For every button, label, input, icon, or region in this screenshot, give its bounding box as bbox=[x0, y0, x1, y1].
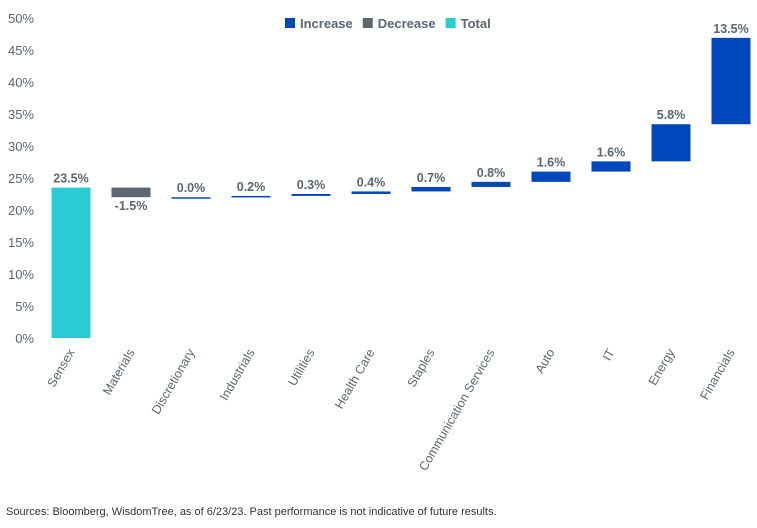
x-tick-label: Industrials bbox=[217, 347, 258, 403]
data-label: 5.8% bbox=[657, 108, 686, 122]
bar-it bbox=[591, 161, 631, 172]
legend-label: Increase bbox=[300, 16, 353, 31]
x-tick-label: IT bbox=[600, 346, 618, 363]
data-label: -1.5% bbox=[115, 199, 148, 213]
x-tick-label: Discretionary bbox=[149, 346, 198, 417]
y-tick-label: 0% bbox=[15, 331, 34, 346]
bar-discretionary bbox=[171, 197, 211, 199]
legend-swatch-total bbox=[445, 18, 456, 28]
data-label: 0.8% bbox=[477, 166, 506, 180]
y-tick-label: 25% bbox=[8, 171, 34, 186]
bar-sensex bbox=[51, 187, 91, 338]
y-tick-label: 5% bbox=[15, 299, 34, 314]
x-tick-label: Health Care bbox=[332, 346, 377, 411]
x-tick-label: Materials bbox=[100, 347, 137, 398]
bar-communication-services bbox=[471, 181, 511, 187]
source-note: Sources: Bloomberg, WisdomTree, as of 6/… bbox=[6, 506, 497, 518]
y-tick-label: 15% bbox=[8, 235, 34, 250]
bar-auto bbox=[531, 171, 571, 182]
bar-materials bbox=[111, 187, 151, 198]
y-tick-label: 50% bbox=[8, 11, 34, 26]
y-tick-label: 40% bbox=[8, 75, 34, 90]
data-label: 0.4% bbox=[357, 175, 386, 189]
bar-industrials bbox=[231, 195, 271, 198]
x-tick-label: Energy bbox=[646, 346, 678, 388]
bar-staples bbox=[411, 186, 451, 192]
y-tick-label: 10% bbox=[8, 267, 34, 282]
data-label: 0.7% bbox=[417, 171, 446, 185]
legend-swatch-decrease bbox=[362, 18, 373, 28]
x-tick-label: Staples bbox=[405, 347, 438, 390]
legend-label: Decrease bbox=[378, 16, 436, 31]
data-label: 1.6% bbox=[537, 156, 566, 170]
bar-utilities bbox=[291, 194, 331, 196]
legend-label: Total bbox=[461, 16, 491, 31]
bar-financials bbox=[711, 37, 751, 125]
data-label: 1.6% bbox=[597, 145, 626, 159]
data-label: 13.5% bbox=[713, 22, 748, 36]
y-tick-label: 45% bbox=[8, 43, 34, 58]
bar-energy bbox=[651, 124, 691, 162]
data-label: 0.3% bbox=[297, 178, 326, 192]
y-tick-label: 35% bbox=[8, 107, 34, 122]
x-tick-label: Financials bbox=[697, 347, 737, 403]
x-tick-label: Sensex bbox=[45, 346, 78, 390]
y-tick-label: 30% bbox=[8, 139, 34, 154]
x-tick-label: Utilities bbox=[285, 347, 317, 389]
data-label: 0.2% bbox=[237, 180, 266, 194]
data-label: 0.0% bbox=[177, 181, 206, 195]
x-tick-label: Auto bbox=[533, 346, 558, 375]
bar-health-care bbox=[351, 191, 391, 194]
waterfall-chart: 0% 5% 10% 15% 20% 25% 30% 35% 40% 45% 50% 23.5% Sens… bbox=[8, 11, 751, 473]
data-label: 23.5% bbox=[53, 172, 88, 186]
legend-swatch-increase bbox=[285, 18, 295, 28]
y-tick-label: 20% bbox=[8, 203, 34, 218]
